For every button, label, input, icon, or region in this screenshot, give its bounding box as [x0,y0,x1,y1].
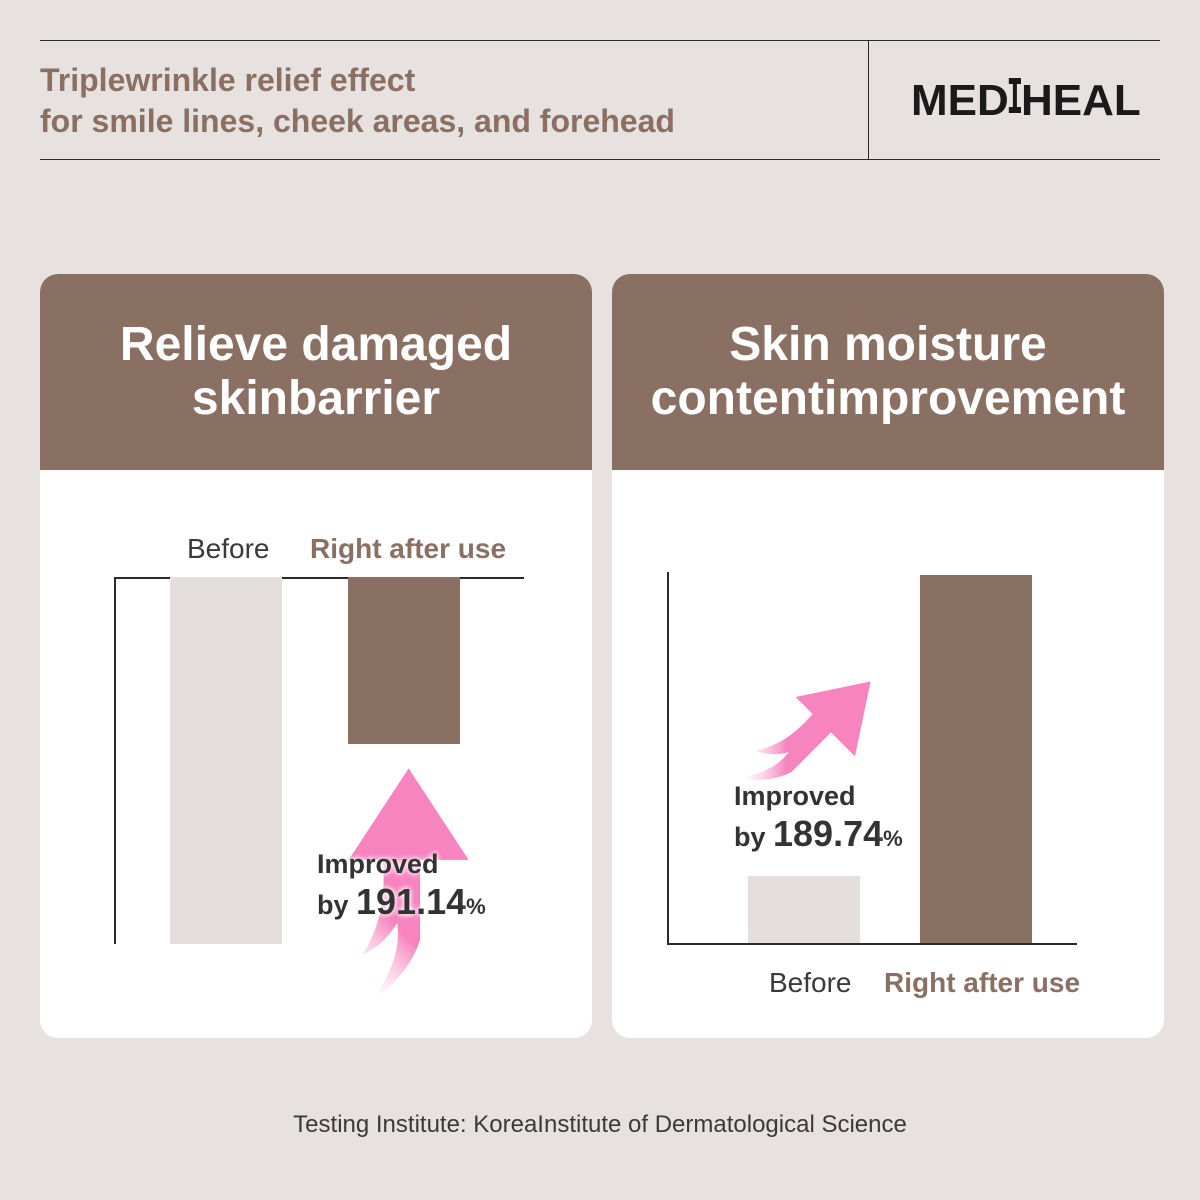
svg-text:MED: MED [911,76,1009,125]
svg-text:HEAL: HEAL [1021,76,1141,125]
